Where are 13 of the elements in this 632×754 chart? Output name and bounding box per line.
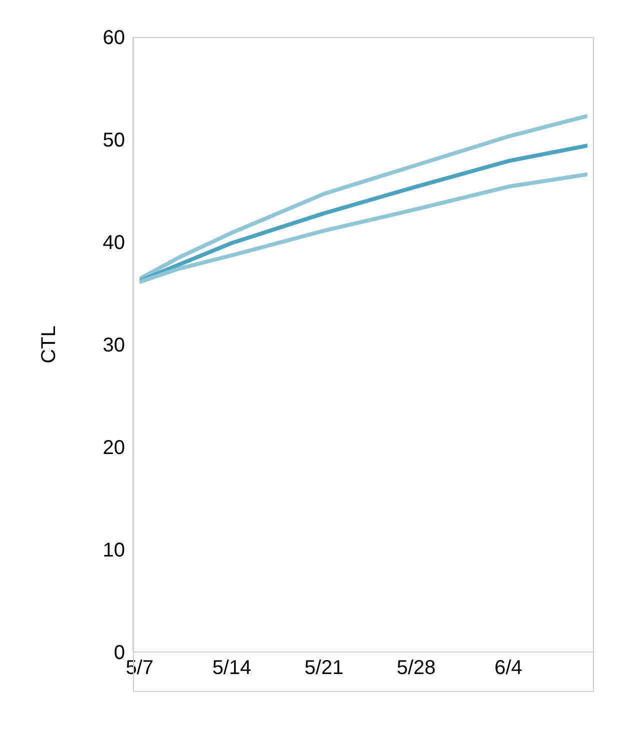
- y-tick-label: 40: [102, 232, 125, 254]
- x-tick-label: 6/4: [494, 657, 522, 680]
- y-axis-title: CTL: [38, 326, 60, 364]
- x-tick-label: 5/14: [212, 657, 252, 680]
- x-tick-label: 5/28: [396, 657, 436, 680]
- y-tick-label: 0: [114, 642, 125, 664]
- line-series: [140, 114, 588, 281]
- y-tick-label: 30: [102, 334, 125, 357]
- y-tick-label: 20: [102, 437, 125, 460]
- y-tick-label: 60: [102, 27, 125, 50]
- x-tick-label: 5/21: [304, 657, 344, 680]
- y-tick-label: 10: [102, 540, 125, 562]
- y-tick-label: 50: [102, 130, 125, 152]
